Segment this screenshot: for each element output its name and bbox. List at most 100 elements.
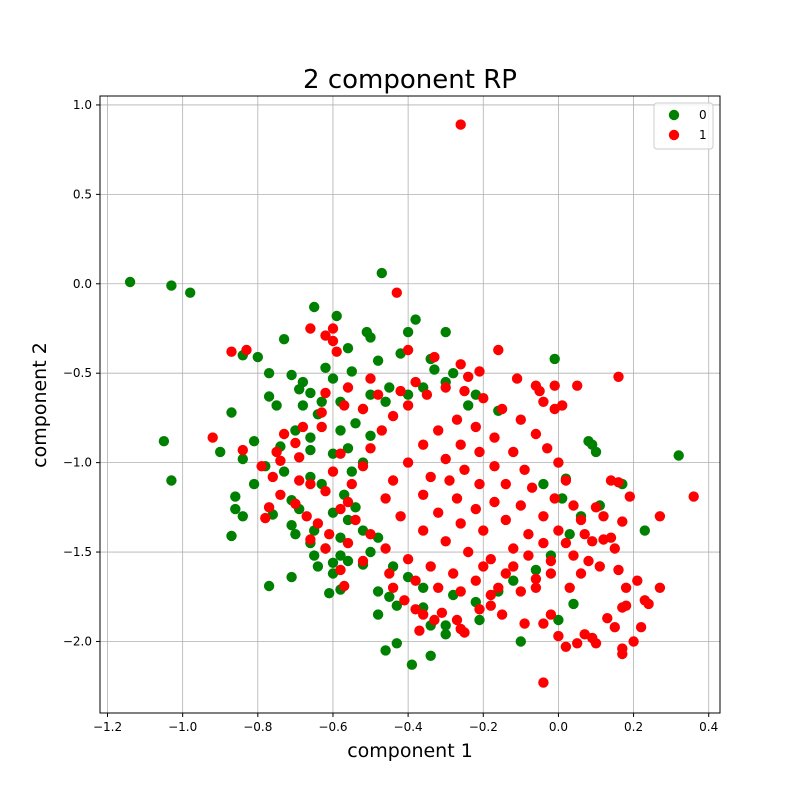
scatter-point (278, 428, 290, 440)
scatter-point (372, 355, 384, 366)
scatter-point (309, 550, 320, 561)
scatter-point (590, 446, 602, 458)
scatter-point (620, 600, 632, 611)
scatter-point (309, 301, 320, 313)
scatter-point (489, 432, 500, 443)
scatter-point (455, 119, 466, 130)
scatter-point (433, 507, 444, 518)
y-tick-label: −0.5 (63, 366, 92, 380)
scatter-point (320, 330, 331, 341)
scatter-point (402, 344, 414, 356)
scatter-point (474, 478, 485, 490)
scatter-point (635, 622, 647, 633)
x-tick-label: −0.6 (318, 720, 347, 734)
y-axis-label: component 2 (29, 342, 51, 468)
scatter-point (410, 376, 421, 388)
scatter-point (425, 650, 436, 661)
scatter-point (365, 430, 376, 441)
x-axis-label: component 1 (347, 740, 473, 762)
scatter-point (418, 489, 429, 500)
scatter-point (463, 546, 474, 558)
scatter-point (568, 550, 579, 561)
legend-box (653, 102, 714, 150)
scatter-point (553, 614, 564, 626)
scatter-point (564, 529, 575, 540)
scatter-point (549, 353, 560, 365)
scatter-point (372, 389, 384, 400)
scatter-point (410, 314, 421, 325)
scatter-point (185, 287, 196, 298)
scatter-point (402, 554, 414, 565)
scatter-point (350, 502, 361, 513)
scatter-point (384, 591, 395, 602)
scatter-point (402, 400, 414, 411)
scatter-point (429, 614, 440, 626)
scatter-point (327, 335, 339, 347)
scatter-point (342, 537, 354, 549)
scatter-point (312, 518, 324, 529)
scatter-point (425, 561, 436, 572)
scatter-point (207, 432, 218, 443)
scatter-point (485, 589, 496, 601)
scatter-point (305, 432, 316, 443)
scatter-point (654, 511, 666, 522)
scatter-point (275, 489, 286, 500)
scatter-point (297, 421, 309, 433)
scatter-point (496, 609, 508, 620)
scatter-point (530, 573, 542, 585)
scatter-point (365, 546, 376, 558)
scatter-point (335, 532, 346, 543)
scatter-point (248, 436, 260, 447)
scatter-point (357, 461, 369, 472)
scatter-point (508, 575, 519, 586)
scatter-point (357, 555, 369, 567)
scatter-point (459, 385, 470, 397)
scatter-point (278, 466, 290, 477)
scatter-point (346, 466, 357, 477)
scatter-point (271, 400, 282, 411)
x-tick-label: 0.4 (699, 720, 718, 734)
scatter-point (688, 491, 699, 502)
scatter-point (335, 503, 346, 515)
scatter-point (365, 443, 376, 454)
scatter-point (226, 407, 237, 418)
scatter-point (305, 471, 316, 483)
scatter-point (455, 359, 466, 370)
scatter-point (515, 636, 526, 647)
scatter-point (463, 400, 474, 411)
scatter-point (158, 436, 170, 447)
scatter-point (357, 403, 369, 415)
scatter-point (470, 575, 481, 586)
scatter-point (553, 457, 564, 468)
scatter-point (609, 622, 620, 633)
scatter-point (568, 500, 579, 511)
scatter-point (418, 439, 429, 450)
scatter-point (331, 310, 342, 322)
scatter-point (402, 457, 414, 468)
scatter-point (418, 582, 429, 593)
scatter-point (342, 514, 354, 526)
legend-marker (668, 129, 680, 141)
scatter-point (538, 396, 549, 407)
scatter-point (290, 529, 301, 540)
scatter-point (448, 568, 459, 579)
scatter-point (263, 368, 275, 379)
scatter-point (350, 514, 361, 526)
scatter-point (267, 471, 278, 483)
scatter-point (335, 448, 346, 459)
scatter-point (451, 414, 463, 425)
scatter-point (226, 530, 237, 542)
scatter-point (391, 287, 402, 298)
x-tick-label: −0.2 (469, 720, 498, 734)
scatter-point (545, 568, 557, 579)
scatter-point (590, 638, 602, 649)
scatter-point (583, 555, 594, 567)
data-points (124, 119, 699, 688)
scatter-point (459, 464, 470, 475)
scatter-point (335, 550, 346, 561)
scatter-point (575, 568, 587, 579)
scatter-point (530, 564, 542, 576)
scatter-point (425, 471, 436, 483)
scatter-point (384, 568, 395, 579)
scatter-point (342, 343, 354, 354)
